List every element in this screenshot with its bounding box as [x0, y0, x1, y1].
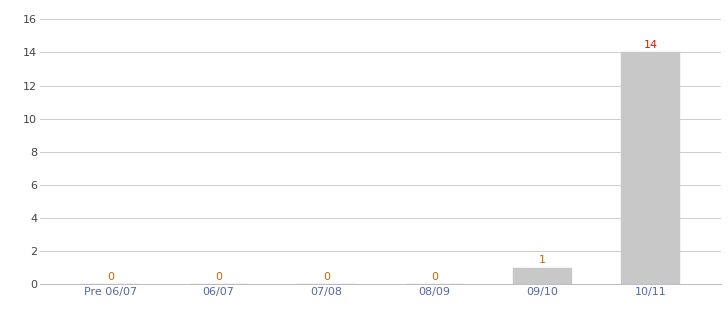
- Text: 0: 0: [431, 272, 438, 282]
- Text: 14: 14: [644, 40, 657, 50]
- Text: 0: 0: [107, 272, 114, 282]
- Bar: [621, 52, 680, 284]
- Text: 1: 1: [539, 255, 546, 265]
- Text: 0: 0: [215, 272, 222, 282]
- Bar: [513, 268, 572, 284]
- Text: 0: 0: [323, 272, 330, 282]
